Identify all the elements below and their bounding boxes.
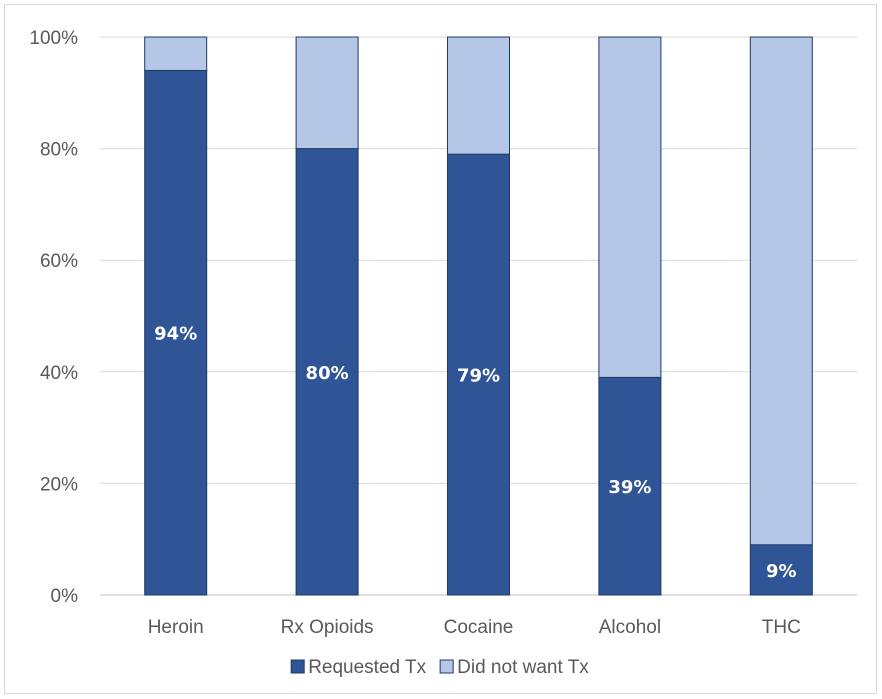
data-label: 9% (766, 561, 797, 582)
legend-swatch (439, 659, 454, 674)
bar-segment-did-not-want-tx (598, 36, 662, 378)
bar-segment-requested-tx (749, 544, 813, 596)
y-axis-tick-labels: 0% 20% 40% 60% 80% 100% (29, 28, 78, 607)
y-tick-label: 80% (40, 140, 78, 161)
y-tick-label: 40% (40, 363, 78, 384)
data-label: 79% (457, 366, 500, 387)
bar-segment-requested-tx (144, 69, 208, 596)
x-tick-label: Alcohol (599, 617, 661, 638)
legend-swatch (290, 659, 305, 674)
x-tick-label: Rx Opioids (281, 617, 374, 638)
x-tick-label: Cocaine (444, 617, 514, 638)
data-label: 94% (154, 324, 197, 345)
x-tick-label: THC (762, 617, 801, 638)
bar-segment-did-not-want-tx (295, 36, 359, 150)
bars (144, 36, 813, 596)
bar-segment-did-not-want-tx (749, 36, 813, 546)
bar-segment-did-not-want-tx (144, 36, 208, 71)
y-tick-label: 100% (29, 28, 78, 49)
legend: Requested Tx Did not want Tx (290, 657, 589, 678)
y-tick-label: 0% (51, 586, 79, 607)
y-tick-label: 60% (40, 251, 78, 272)
x-axis-tick-labels: Heroin Rx Opioids Cocaine Alcohol THC (148, 617, 801, 638)
x-tick-label: Heroin (148, 617, 204, 638)
data-labels: 94% 80% 79% 39% 9% (154, 324, 796, 582)
bar-segment-requested-tx (295, 148, 359, 596)
legend-label: Did not want Tx (457, 657, 589, 678)
bar-segment-did-not-want-tx (447, 36, 510, 155)
y-tick-label: 20% (40, 474, 78, 495)
bar-segment-requested-tx (598, 376, 662, 596)
legend-label: Requested Tx (308, 657, 426, 678)
data-label: 39% (608, 477, 651, 498)
data-label: 80% (306, 363, 349, 384)
